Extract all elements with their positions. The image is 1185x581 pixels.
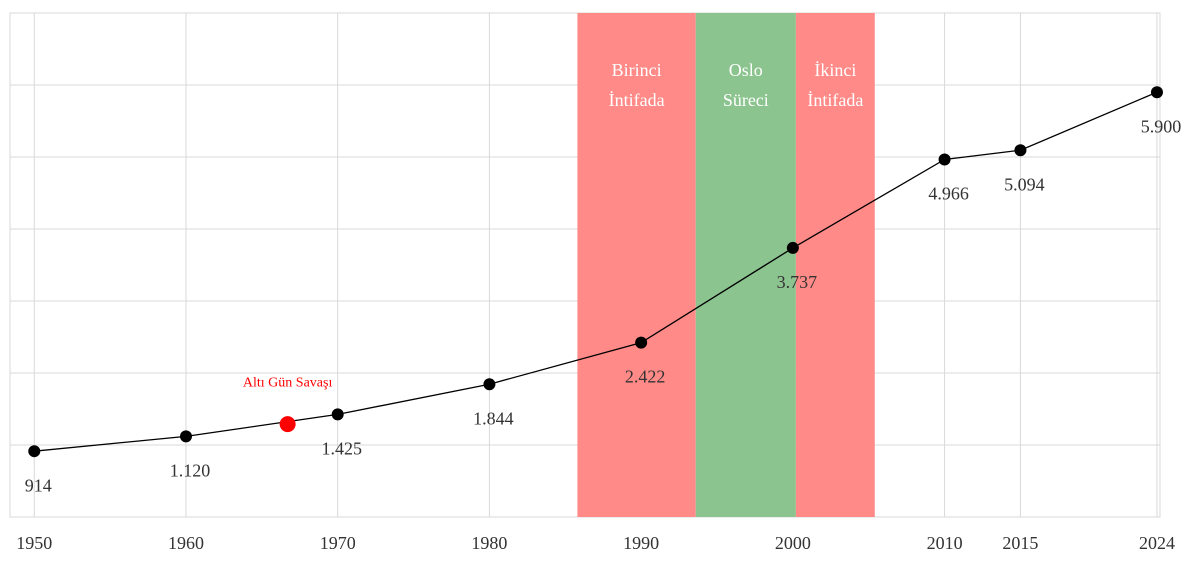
data-label: 5.900 <box>1141 116 1182 136</box>
data-point <box>331 408 344 421</box>
data-label: 5.094 <box>1004 174 1045 194</box>
data-point <box>938 153 951 166</box>
period-band <box>577 13 696 517</box>
data-label: 1.844 <box>473 408 514 428</box>
data-point <box>1014 144 1027 157</box>
data-label: 3.737 <box>777 272 818 292</box>
annotation-point <box>279 416 296 433</box>
annotation-label: Altı Gün Savaşı <box>243 375 333 390</box>
x-tick-label: 2024 <box>1139 533 1175 553</box>
data-label: 1.120 <box>170 460 211 480</box>
band-label: Süreci <box>723 90 769 110</box>
x-tick-label: 1990 <box>623 533 659 553</box>
band-label: Oslo <box>729 60 763 80</box>
data-label: 4.966 <box>928 184 969 204</box>
band-label: Birinci <box>612 60 662 80</box>
data-label: 2.422 <box>625 367 666 387</box>
data-point <box>635 336 648 349</box>
data-point <box>1150 86 1163 99</box>
x-tick-label: 1980 <box>471 533 507 553</box>
band-label: İkinci <box>814 60 856 80</box>
x-tick-label: 1950 <box>16 533 52 553</box>
x-tick-label: 2010 <box>927 533 963 553</box>
data-label: 914 <box>25 475 52 495</box>
period-band <box>695 13 796 517</box>
x-tick-label: 1970 <box>320 533 356 553</box>
data-point <box>28 445 41 458</box>
band-label: İntifada <box>807 90 863 110</box>
data-point <box>483 378 496 391</box>
period-band <box>795 13 875 517</box>
data-point <box>179 430 192 443</box>
x-tick-label: 2000 <box>775 533 811 553</box>
band-label: İntifada <box>609 90 665 110</box>
x-tick-label: 2015 <box>1002 533 1038 553</box>
data-label: 1.425 <box>321 439 362 459</box>
x-tick-label: 1960 <box>168 533 204 553</box>
data-point <box>786 241 799 254</box>
